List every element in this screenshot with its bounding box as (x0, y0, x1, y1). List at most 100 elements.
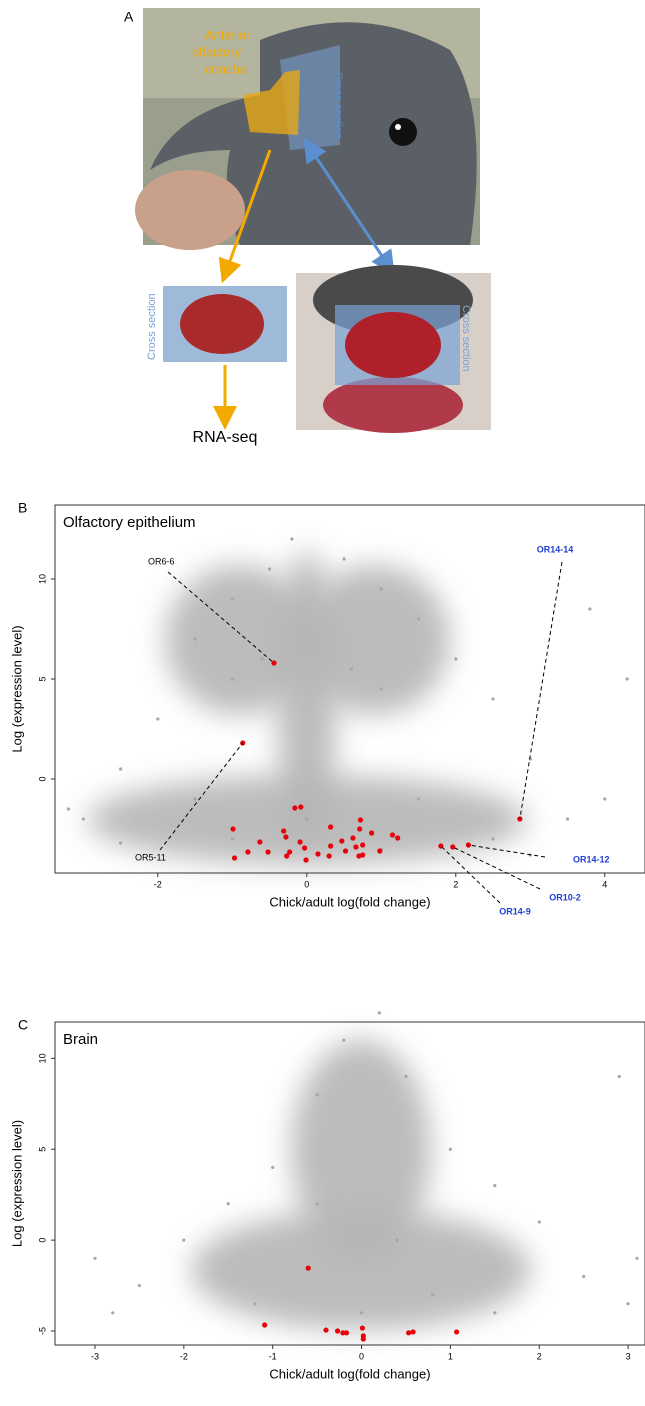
annotation: OR14-9 (499, 906, 531, 916)
chart: -3 -2 -1 0 1 2 3 -5 0 5 10 C Brain Chick/adult log(fo… (9, 1011, 645, 1381)
highlight-point (357, 817, 364, 823)
concha-region (243, 70, 300, 135)
point (491, 697, 495, 701)
leader-line (440, 845, 501, 904)
point (454, 657, 458, 661)
point (315, 1202, 319, 1206)
eye-highlight (395, 124, 401, 130)
x-tick-label: -3 (91, 1351, 99, 1361)
x-tick-label: -1 (269, 1351, 277, 1361)
highlight-point (328, 843, 334, 849)
leader-line (159, 742, 244, 851)
highlight-point (360, 1336, 366, 1342)
point (537, 1220, 541, 1224)
chart-title: Brain (63, 1031, 98, 1048)
highlight-point (231, 855, 238, 861)
panel-a: A Anterior olfactory concha Cross sectio… (124, 8, 491, 446)
highlight-point (454, 1329, 460, 1335)
highlight-point (284, 853, 290, 859)
point (271, 1165, 275, 1170)
point (193, 797, 197, 801)
highlight-point (450, 844, 456, 850)
point (626, 1302, 630, 1306)
point (635, 1256, 639, 1260)
x-tick-label: 1 (448, 1351, 453, 1361)
point (582, 1274, 586, 1279)
point (81, 817, 85, 821)
highlight-point (340, 1330, 346, 1336)
chart: -2 0 2 4 0 5 10 OR6-6 OR5-11 OR14-14 OR14-12 OR10-2… (9, 500, 645, 916)
point (448, 1147, 453, 1151)
point (137, 1283, 142, 1288)
point (379, 687, 383, 691)
point (182, 1238, 186, 1242)
x-tick-label: 2 (453, 879, 458, 889)
highlight-point (353, 844, 359, 850)
y-tick-label: 5 (37, 1147, 47, 1152)
highlight-point (395, 835, 401, 841)
highlight-point (359, 1325, 366, 1331)
panel-label: B (18, 500, 27, 516)
y-tick-label: 5 (37, 676, 47, 681)
point (156, 717, 160, 721)
point (66, 807, 71, 811)
highlight-point (369, 830, 375, 836)
x-tick-label: 2 (537, 1351, 542, 1361)
x-axis-label: Chick/adult log(fold change) (269, 1366, 430, 1381)
highlight-point (303, 857, 309, 863)
annotation: OR6-6 (148, 556, 175, 566)
point (342, 557, 346, 561)
arrow (303, 138, 395, 275)
highlight-point (281, 828, 287, 834)
x-tick-label: 0 (304, 879, 309, 889)
annotation: OR14-12 (573, 854, 610, 864)
point (230, 677, 234, 681)
highlight-point (305, 1265, 311, 1271)
plot-frame (54, 1021, 645, 1346)
highlight-point (323, 1327, 329, 1333)
plot-frame (54, 504, 645, 874)
point (603, 797, 607, 801)
point (617, 1074, 621, 1079)
highlight-point (350, 835, 356, 841)
cross-section-label: Cross section (460, 305, 472, 372)
x-tick-label: 4 (602, 879, 607, 889)
point (379, 587, 383, 591)
panel-label: C (18, 1017, 28, 1033)
annotation: OR14-14 (537, 544, 574, 554)
section-tissue (180, 294, 264, 354)
highlight-point (271, 660, 277, 666)
highlight-point (339, 838, 345, 844)
point (404, 1074, 408, 1079)
panel-label: A (124, 9, 134, 25)
point (260, 657, 264, 661)
point (342, 1038, 346, 1042)
point (267, 567, 272, 571)
point (226, 1202, 230, 1206)
point (565, 817, 570, 821)
highlight-point (357, 826, 363, 832)
y-axis-label: Log (expression level) (9, 625, 24, 752)
highlight-point (334, 1328, 341, 1334)
highlight-point (283, 834, 289, 840)
point (111, 1311, 115, 1315)
annotation: OR5-11 (135, 852, 166, 862)
x-tick-label: -2 (154, 879, 162, 889)
highlight-point (328, 824, 334, 830)
density-cloud (291, 1040, 431, 1260)
x-tick-label: 3 (626, 1351, 631, 1361)
leader-line (468, 844, 546, 858)
cross-section-label: Cross section (146, 293, 158, 360)
head-bottom (323, 377, 463, 433)
point (395, 1238, 399, 1242)
bird-eye (389, 118, 417, 146)
point (253, 1302, 257, 1306)
highlight-point (342, 848, 349, 854)
density-cloud (191, 1210, 531, 1330)
point (588, 607, 592, 611)
concha-label: Anterior (205, 27, 251, 42)
highlight-point (389, 832, 396, 838)
highlight-point (257, 839, 263, 845)
chart-title: Olfactory epithelium (63, 514, 196, 531)
